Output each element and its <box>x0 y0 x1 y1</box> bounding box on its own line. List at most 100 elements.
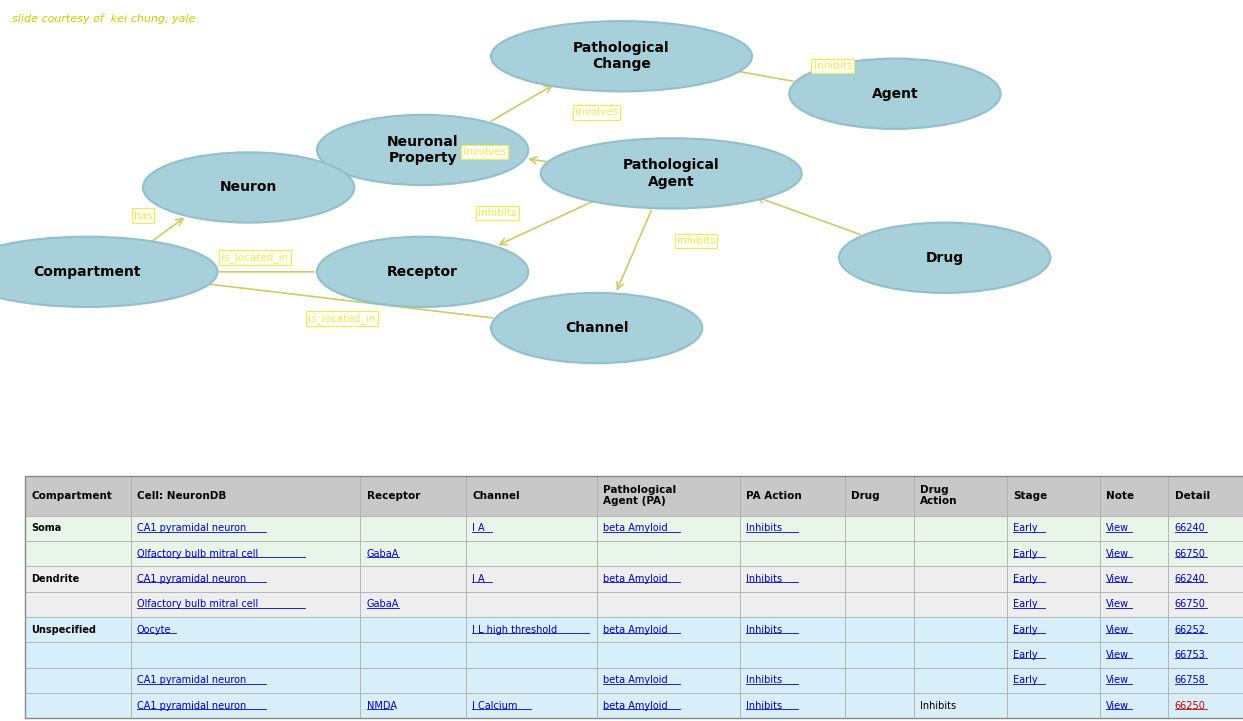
Bar <box>360 693 466 718</box>
Bar <box>1007 516 1100 541</box>
Bar <box>597 541 740 566</box>
Bar <box>466 541 597 566</box>
Bar <box>740 566 845 592</box>
Ellipse shape <box>0 236 218 307</box>
Bar <box>1168 668 1243 693</box>
Bar <box>131 693 360 718</box>
Bar <box>1168 693 1243 718</box>
Text: View: View <box>1106 523 1130 534</box>
Bar <box>1168 617 1243 642</box>
Bar <box>1100 642 1168 668</box>
Text: Pathological
Agent (PA): Pathological Agent (PA) <box>603 485 676 506</box>
Bar <box>1007 566 1100 592</box>
Bar <box>25 592 131 617</box>
Text: View: View <box>1106 701 1130 711</box>
Bar <box>914 566 1007 592</box>
Bar <box>131 592 360 617</box>
Ellipse shape <box>491 293 702 363</box>
Ellipse shape <box>789 58 1001 129</box>
Text: View: View <box>1106 599 1130 609</box>
Bar <box>360 592 466 617</box>
Bar <box>1007 476 1100 516</box>
Text: CA1 pyramidal neuron: CA1 pyramidal neuron <box>137 676 246 686</box>
Text: Unspecified: Unspecified <box>31 624 96 634</box>
Bar <box>25 617 131 642</box>
Bar <box>740 592 845 617</box>
Bar <box>740 693 845 718</box>
Bar <box>1168 592 1243 617</box>
Bar <box>845 541 914 566</box>
Text: 66252: 66252 <box>1175 624 1206 634</box>
Text: beta Amyloid: beta Amyloid <box>603 676 667 686</box>
Bar <box>597 693 740 718</box>
Text: CA1 pyramidal neuron: CA1 pyramidal neuron <box>137 701 246 711</box>
Text: involves: involves <box>576 107 618 118</box>
Text: View: View <box>1106 574 1130 584</box>
Text: beta Amyloid: beta Amyloid <box>603 624 667 634</box>
Text: 66240: 66240 <box>1175 574 1206 584</box>
Text: Drug: Drug <box>926 251 963 265</box>
Bar <box>466 592 597 617</box>
Text: I A: I A <box>472 574 485 584</box>
Ellipse shape <box>143 152 354 223</box>
Text: Detail: Detail <box>1175 490 1209 500</box>
Text: Early: Early <box>1013 624 1038 634</box>
Text: Inhibits: Inhibits <box>746 574 782 584</box>
Text: beta Amyloid: beta Amyloid <box>603 701 667 711</box>
Bar <box>740 476 845 516</box>
Bar <box>845 642 914 668</box>
Text: Olfactory bulb mitral cell: Olfactory bulb mitral cell <box>137 599 259 609</box>
Text: is_located_in: is_located_in <box>308 313 375 324</box>
Bar <box>914 516 1007 541</box>
Bar <box>845 516 914 541</box>
Bar <box>597 642 740 668</box>
Text: Inhibits: Inhibits <box>746 701 782 711</box>
Bar <box>597 476 740 516</box>
Bar <box>1100 541 1168 566</box>
Text: GabaA: GabaA <box>367 549 399 559</box>
Bar <box>845 693 914 718</box>
Text: Inhibits: Inhibits <box>746 624 782 634</box>
Text: Drug: Drug <box>851 490 880 500</box>
Bar <box>1100 617 1168 642</box>
Bar <box>25 566 131 592</box>
Bar <box>845 476 914 516</box>
Text: beta Amyloid: beta Amyloid <box>603 574 667 584</box>
Bar <box>740 617 845 642</box>
Bar <box>1168 476 1243 516</box>
Bar <box>360 642 466 668</box>
Bar <box>597 516 740 541</box>
Bar <box>25 476 131 516</box>
Bar <box>597 592 740 617</box>
Text: Note: Note <box>1106 490 1135 500</box>
Bar <box>25 668 131 693</box>
Text: Compartment: Compartment <box>34 265 140 279</box>
Bar <box>914 541 1007 566</box>
Text: Pathological
Agent: Pathological Agent <box>623 159 720 188</box>
Text: I Calcium: I Calcium <box>472 701 518 711</box>
Bar <box>740 668 845 693</box>
Bar <box>845 668 914 693</box>
Bar <box>1007 617 1100 642</box>
Ellipse shape <box>317 115 528 185</box>
Text: Olfactory bulb mitral cell: Olfactory bulb mitral cell <box>137 549 259 559</box>
Bar <box>914 617 1007 642</box>
Bar <box>131 617 360 642</box>
Bar <box>1100 566 1168 592</box>
Bar <box>1100 668 1168 693</box>
Bar <box>740 642 845 668</box>
Text: View: View <box>1106 650 1130 660</box>
Bar <box>914 642 1007 668</box>
Bar <box>1007 642 1100 668</box>
Text: Soma: Soma <box>31 523 61 534</box>
Ellipse shape <box>541 138 802 208</box>
Text: inhibits: inhibits <box>479 208 516 218</box>
Text: View: View <box>1106 676 1130 686</box>
Bar <box>1168 541 1243 566</box>
Text: inhibits: inhibits <box>677 236 715 247</box>
Text: is_located_in: is_located_in <box>221 252 288 263</box>
Bar <box>914 592 1007 617</box>
Bar <box>25 693 131 718</box>
Text: Pathological
Change: Pathological Change <box>573 41 670 71</box>
Bar <box>131 642 360 668</box>
